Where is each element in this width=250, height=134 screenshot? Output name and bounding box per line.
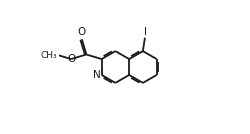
Text: O: O <box>78 27 86 38</box>
Text: CH₃: CH₃ <box>41 51 58 60</box>
Text: N: N <box>93 70 100 80</box>
Text: I: I <box>144 27 147 37</box>
Text: O: O <box>67 54 75 64</box>
